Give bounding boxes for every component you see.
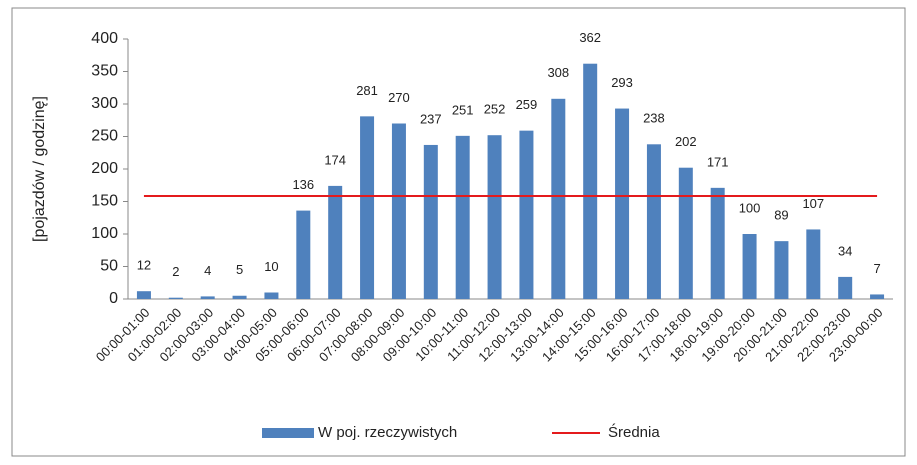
bar [136, 291, 151, 299]
bar [678, 167, 693, 299]
data-label: 174 [324, 152, 346, 167]
data-label: 136 [292, 177, 314, 192]
bar [168, 297, 183, 299]
data-label: 5 [236, 262, 243, 277]
bar [551, 98, 566, 299]
bar [774, 241, 789, 299]
bar [264, 292, 279, 299]
bar [328, 185, 343, 299]
data-label: 252 [484, 102, 506, 117]
bar [423, 144, 438, 299]
data-label: 2 [172, 264, 179, 279]
bar [646, 144, 661, 299]
y-tick-label: 50 [100, 258, 118, 275]
data-label: 171 [707, 154, 729, 169]
y-tick-label: 0 [109, 290, 118, 307]
data-label: 293 [611, 75, 633, 90]
bar [710, 187, 725, 299]
bar [806, 229, 821, 299]
data-label: 107 [802, 196, 824, 211]
data-label: 100 [739, 200, 761, 215]
chart-border [11, 7, 906, 457]
bar [391, 123, 406, 299]
y-tick-label: 400 [91, 30, 118, 47]
data-label: 12 [137, 258, 151, 273]
y-tick-label: 100 [91, 225, 118, 242]
bar [742, 234, 757, 299]
data-label: 362 [579, 30, 601, 45]
data-label: 281 [356, 83, 378, 98]
bar [838, 276, 853, 299]
data-label: 4 [204, 263, 211, 278]
legend-swatch [262, 428, 314, 438]
data-label: 259 [516, 97, 538, 112]
bar [519, 130, 534, 299]
bar [200, 296, 215, 299]
bar [615, 108, 630, 299]
y-axis-title: [pojazdów / godzinę] [31, 96, 48, 242]
data-label: 270 [388, 90, 410, 105]
bar [360, 116, 375, 299]
data-label: 237 [420, 111, 442, 126]
data-label: 89 [774, 208, 788, 223]
bar [455, 135, 470, 299]
data-label: 7 [873, 261, 880, 276]
legend-label: Średnia [608, 423, 660, 441]
bar [870, 294, 885, 299]
y-tick-label: 250 [91, 128, 118, 145]
bar [296, 210, 311, 299]
data-label: 251 [452, 102, 474, 117]
data-label: 308 [547, 65, 569, 80]
y-tick-label: 350 [91, 63, 118, 80]
legend-label: W poj. rzeczywistych [318, 424, 457, 441]
data-label: 34 [838, 243, 852, 258]
data-label: 10 [264, 259, 278, 274]
y-tick-label: 200 [91, 160, 118, 177]
y-tick-label: 150 [91, 193, 118, 210]
data-label: 238 [643, 111, 665, 126]
bar [232, 295, 247, 299]
data-label: 202 [675, 134, 697, 149]
y-tick-label: 300 [91, 95, 118, 112]
bar [487, 135, 502, 299]
bar [583, 63, 598, 300]
